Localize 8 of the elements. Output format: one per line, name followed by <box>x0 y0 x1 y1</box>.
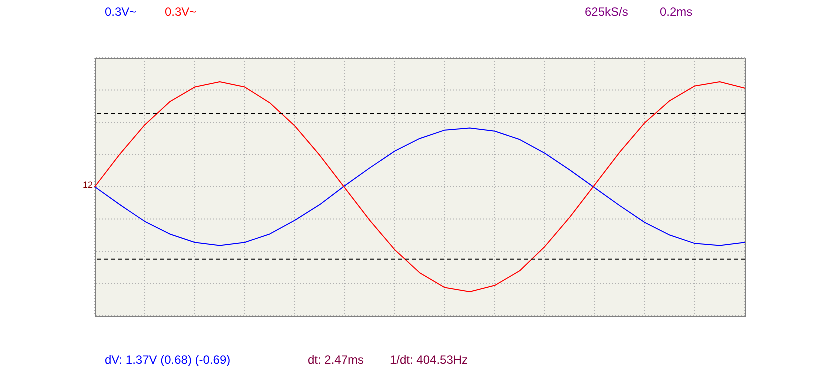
text: 12 <box>83 180 94 190</box>
text: 625kS/s <box>585 5 628 19</box>
text: dt: 2.47ms <box>308 353 364 367</box>
text: dV: 1.37V (0.68) (-0.69) <box>105 353 231 367</box>
text: 0.2ms <box>660 5 693 19</box>
text: 0.3V~ <box>165 5 197 19</box>
text: 1/dt: 404.53Hz <box>390 353 468 367</box>
text: 0.3V~ <box>105 5 137 19</box>
